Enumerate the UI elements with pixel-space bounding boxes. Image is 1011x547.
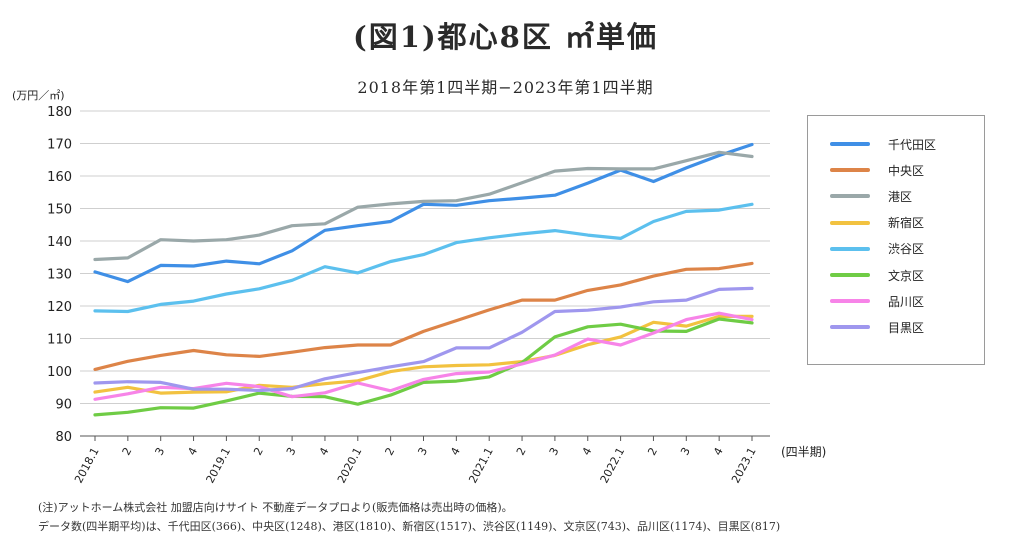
y-tick-label: 130: [47, 268, 72, 283]
legend-item: 新宿区: [830, 213, 924, 233]
x-tick-label: 4: [580, 445, 595, 457]
legend-label: 新宿区: [888, 216, 925, 231]
y-tick-label: 170: [47, 138, 72, 153]
y-axis-ticks: 80 90 100 110 120 130 140 150 160 170 180: [47, 105, 72, 445]
legend-item: 文京区: [830, 265, 924, 285]
legend-swatch: [830, 299, 870, 304]
legend-item: 千代田区: [830, 134, 936, 154]
footnote-data-count: データ数(四半期平均)は、千代田区(366)、中央区(1248)、港区(1810…: [38, 520, 781, 533]
legend-item: 港区: [830, 186, 912, 206]
y-tick-label: 120: [47, 300, 72, 315]
legend-label: 中央区: [888, 163, 925, 178]
legend-swatch: [830, 142, 870, 146]
series-line: [93, 286, 754, 393]
x-tick-label: 3: [678, 445, 693, 457]
legend-label: 千代田区: [888, 137, 937, 152]
legend-swatch: [830, 220, 870, 225]
y-tick-label: 140: [47, 235, 72, 250]
series-line: [93, 261, 754, 371]
chart-subtitle: 2018年第1四半期−2023年第1四半期: [357, 78, 654, 97]
legend-swatch: [830, 194, 870, 199]
legend-label: 港区: [888, 189, 913, 204]
legend-item: 品川区: [830, 291, 924, 311]
x-tick-label: 2020.1: [335, 445, 365, 485]
legend-swatch: [830, 325, 870, 330]
y-tick-label: 160: [47, 170, 72, 185]
legend-label: 目黒区: [888, 320, 925, 335]
x-tick-label: 2022.1: [598, 445, 628, 485]
footnote-source: (注)アットホーム株式会社 加盟店向けサイト 不動産データプロより(販売価格は売…: [38, 501, 513, 514]
x-axis-label: (四半期): [781, 445, 826, 459]
legend-label: 文京区: [888, 268, 925, 283]
y-tick-label: 80: [55, 430, 72, 445]
series-lines: [93, 142, 754, 417]
y-tick-label: 100: [47, 365, 72, 380]
legend-swatch: [830, 246, 870, 251]
y-axis-unit-label: (万円／㎡): [12, 89, 65, 102]
series-line: [93, 150, 754, 262]
x-tick-label: 2: [120, 445, 135, 457]
x-tick-label: 4: [448, 445, 463, 457]
series-line: [93, 317, 754, 417]
x-tick-label: 2019.1: [203, 445, 233, 485]
x-tick-label: 4: [185, 445, 200, 457]
x-tick-label: 4: [711, 445, 726, 457]
x-tick-label: 3: [284, 445, 299, 457]
legend-swatch: [830, 273, 870, 277]
legend-item: 中央区: [830, 160, 924, 180]
chart-title: (図1)都心8区 ㎡単価: [353, 20, 658, 54]
legend-label: 品川区: [888, 294, 925, 309]
x-tick-label: 2: [514, 445, 529, 457]
y-tick-label: 150: [47, 203, 72, 218]
y-tick-label: 180: [47, 105, 72, 120]
x-tick-label: 2023.1: [729, 445, 759, 485]
series-line: [93, 142, 754, 284]
y-tick-label: 90: [55, 398, 72, 413]
x-tick-label: 3: [153, 445, 168, 457]
legend-label: 渋谷区: [888, 242, 925, 257]
x-axis: 2018.1 2 3 4 2019.1 2 3 4 2020.1 2 3 4 2021.1 2 3 4 2022…: [72, 436, 759, 485]
legend-item: 渋谷区: [830, 239, 924, 259]
legend-item: 目黒区: [830, 317, 924, 337]
x-tick-label: 2: [645, 445, 660, 457]
series-line: [93, 311, 754, 401]
y-tick-label: 110: [47, 333, 72, 348]
chart-legend: 千代田区中央区港区新宿区渋谷区文京区品川区目黒区: [807, 115, 985, 365]
x-tick-label: 3: [415, 445, 430, 457]
x-tick-label: 2: [251, 445, 266, 457]
x-tick-label: 3: [547, 445, 562, 457]
legend-swatch: [830, 168, 870, 173]
x-tick-label: 2021.1: [466, 445, 496, 485]
x-tick-label: 2: [383, 445, 398, 457]
x-tick-label: 2018.1: [72, 445, 102, 485]
x-tick-label: 4: [317, 445, 332, 457]
series-line: [93, 202, 754, 314]
